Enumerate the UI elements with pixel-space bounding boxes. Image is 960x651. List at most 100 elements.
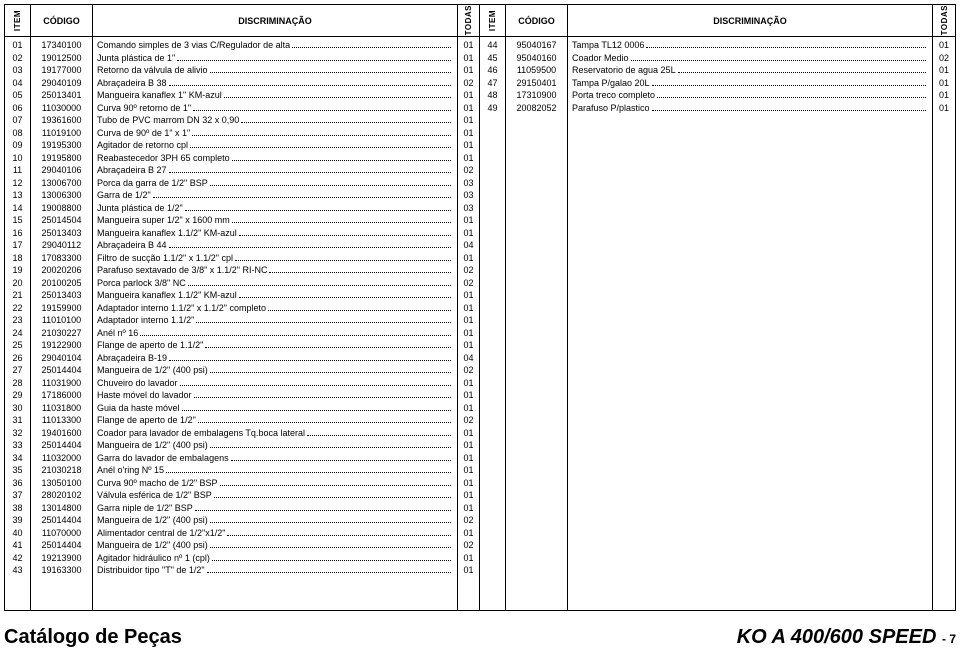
discriminacao-row: Tampa TL12 0006 [572, 39, 928, 52]
discriminacao-row: Filtro de sucção 1.1/2" x 1.1/2" cpl [97, 252, 453, 265]
leader-dots [140, 335, 451, 336]
discriminacao-text: Comando simples de 3 vias C/Regulador de… [97, 39, 290, 52]
item-number: 05 [5, 89, 30, 102]
codigo-value: 11031800 [31, 402, 92, 415]
leader-dots [210, 372, 451, 373]
footer-title-left: Catálogo de Peças [4, 626, 182, 649]
discriminacao-row: Porca da garra de 1/2" BSP [97, 177, 453, 190]
codigo-value: 25014404 [31, 514, 92, 527]
item-number: 26 [5, 352, 30, 365]
item-number: 09 [5, 139, 30, 152]
codigo-value: 17340100 [31, 39, 92, 52]
qty-value: 01 [458, 289, 479, 302]
leader-dots [169, 172, 451, 173]
qty-value: 01 [458, 427, 479, 440]
discriminacao-text: Abraçadeira B-19 [97, 352, 167, 365]
discriminacao-row: Abraçadeira B-19 [97, 352, 453, 365]
qty-value: 01 [458, 377, 479, 390]
header-discriminacao-right: DISCRIMINAÇÃO [568, 5, 933, 36]
leader-dots [194, 397, 451, 398]
discriminacao-text: Haste móvel do lavador [97, 389, 192, 402]
discriminacao-row: Coador Medio [572, 52, 928, 65]
codigo-value: 17083300 [31, 252, 92, 265]
leader-dots [631, 60, 926, 61]
left-item-column: 0102030405060708091011121314151617181920… [5, 37, 31, 610]
codigo-value: 13050100 [31, 477, 92, 490]
item-number: 35 [5, 464, 30, 477]
codigo-value: 13006700 [31, 177, 92, 190]
qty-value: 02 [458, 164, 479, 177]
codigo-value: 11070000 [31, 527, 92, 540]
qty-value: 01 [458, 502, 479, 515]
qty-value: 03 [458, 202, 479, 215]
item-number: 27 [5, 364, 30, 377]
codigo-value: 25014404 [31, 439, 92, 452]
discriminacao-row: Tampa P/galao 20L [572, 77, 928, 90]
header-codigo-left: CÓDIGO [31, 5, 93, 36]
qty-value: 01 [458, 214, 479, 227]
qty-value: 01 [458, 152, 479, 165]
discriminacao-row: Curva 90º macho de 1/2" BSP [97, 477, 453, 490]
codigo-value: 29040112 [31, 239, 92, 252]
item-number: 18 [5, 252, 30, 265]
discriminacao-row: Porta treco completo [572, 89, 928, 102]
discriminacao-text: Curva de 90º de 1" x 1" [97, 127, 190, 140]
codigo-value: 21030227 [31, 327, 92, 340]
codigo-value: 11059500 [506, 64, 567, 77]
footer-page-number: - 7 [942, 632, 956, 646]
codigo-value: 11032000 [31, 452, 92, 465]
codigo-value: 19213900 [31, 552, 92, 565]
discriminacao-text: Filtro de sucção 1.1/2" x 1.1/2" cpl [97, 252, 233, 265]
qty-value: 01 [933, 89, 955, 102]
discriminacao-text: Junta plástica de 1/2" [97, 202, 183, 215]
codigo-value: 11019100 [31, 127, 92, 140]
item-number: 37 [5, 489, 30, 502]
item-number: 43 [5, 564, 30, 577]
discriminacao-row: Mangueira de 1/2" (400 psi) [97, 439, 453, 452]
qty-value: 01 [458, 402, 479, 415]
left-codigo-column: 1734010019012500191770002904010925013401… [31, 37, 93, 610]
leader-dots [210, 547, 451, 548]
discriminacao-row: Mangueira super 1/2" x 1600 mm [97, 214, 453, 227]
item-number: 02 [5, 52, 30, 65]
discriminacao-text: Chuveiro do lavador [97, 377, 178, 390]
leader-dots [190, 147, 451, 148]
item-number: 10 [5, 152, 30, 165]
qty-value: 01 [458, 389, 479, 402]
discriminacao-row: Haste móvel do lavador [97, 389, 453, 402]
qty-value: 01 [933, 77, 955, 90]
leader-dots [220, 485, 451, 486]
discriminacao-text: Coador para lavador de embalagens Tq.boc… [97, 427, 305, 440]
discriminacao-text: Guia da haste móvel [97, 402, 180, 415]
right-discriminacao-column: Tampa TL12 0006Coador MedioReservatorio … [568, 37, 933, 610]
discriminacao-row: Agitador de retorno cpl [97, 139, 453, 152]
qty-value: 02 [458, 539, 479, 552]
header-item-left: ITEM [5, 5, 31, 36]
discriminacao-text: Adaptador interno 1.1/2" [97, 314, 194, 327]
codigo-value: 29150401 [506, 77, 567, 90]
discriminacao-row: Alimentador central de 1/2"x1/2" [97, 527, 453, 540]
discriminacao-text: Junta plástica de 1" [97, 52, 175, 65]
codigo-value: 17186000 [31, 389, 92, 402]
item-number: 11 [5, 164, 30, 177]
item-number: 47 [480, 77, 505, 90]
right-item-column: 444546474849 [480, 37, 506, 610]
discriminacao-row: Adaptador interno 1.1/2" x 1.1/2" comple… [97, 302, 453, 315]
leader-dots [210, 447, 451, 448]
qty-value: 02 [458, 414, 479, 427]
qty-value: 01 [458, 89, 479, 102]
discriminacao-row: Válvula esférica de 1/2" BSP [97, 489, 453, 502]
discriminacao-text: Abraçadeira B 38 [97, 77, 167, 90]
discriminacao-row: Mangueira de 1/2" (400 psi) [97, 539, 453, 552]
qty-value: 01 [458, 102, 479, 115]
qty-value: 02 [458, 277, 479, 290]
item-number: 13 [5, 189, 30, 202]
qty-value: 01 [458, 52, 479, 65]
item-number: 28 [5, 377, 30, 390]
discriminacao-row: Reservatorio de agua 25L [572, 64, 928, 77]
qty-value: 01 [458, 39, 479, 52]
discriminacao-row: Abraçadeira B 38 [97, 77, 453, 90]
discriminacao-text: Flange de aperto de 1/2" [97, 414, 196, 427]
codigo-value: 13006300 [31, 189, 92, 202]
header-todas-left: TODAS [458, 5, 480, 36]
